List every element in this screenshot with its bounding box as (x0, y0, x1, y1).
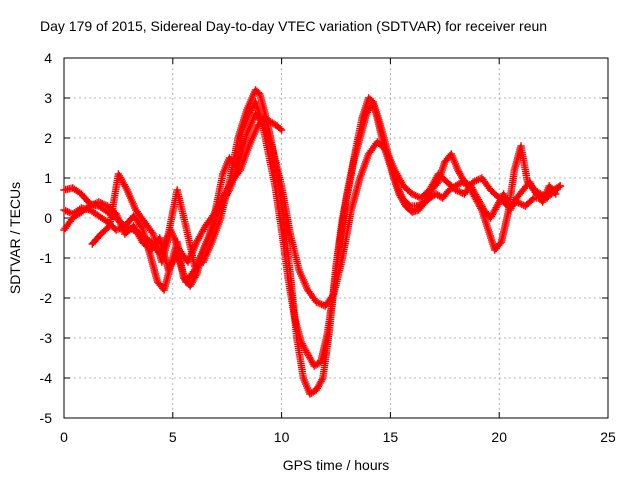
x-tick-label: 0 (60, 429, 68, 445)
x-tick-label: 10 (274, 429, 290, 445)
series-track-4 (88, 114, 286, 266)
plot-frame (63, 57, 609, 419)
y-tick-label: 1 (44, 170, 52, 186)
y-tick-label: 4 (44, 50, 52, 66)
y-tick-label: -4 (40, 370, 53, 386)
plus-markers (88, 114, 286, 266)
y-axis-label: SDTVAR / TECUs (7, 182, 23, 294)
y-tick-label: 0 (44, 210, 52, 226)
x-tick-label: 5 (169, 429, 177, 445)
y-tick-label: -2 (40, 290, 53, 306)
x-tick-label: 15 (383, 429, 399, 445)
y-tick-label: -5 (40, 410, 53, 426)
plus-markers (60, 86, 564, 398)
data-markers (60, 86, 564, 398)
y-tick-label: 3 (44, 90, 52, 106)
y-tick-label: -3 (40, 330, 53, 346)
chart-title: Day 179 of 2015, Sidereal Day-to-day VTE… (40, 18, 547, 34)
x-tick-label: 20 (491, 429, 507, 445)
axis-ticks: 0 5 10 15 20 25 -5 -4 -3 -2 -1 0 1 2 3 4 (40, 50, 616, 445)
series-track-1 (60, 86, 564, 398)
x-tick-label: 25 (600, 429, 616, 445)
x-axis-label: GPS time / hours (283, 457, 390, 473)
y-tick-label: -1 (40, 250, 53, 266)
y-tick-label: 2 (44, 130, 52, 146)
